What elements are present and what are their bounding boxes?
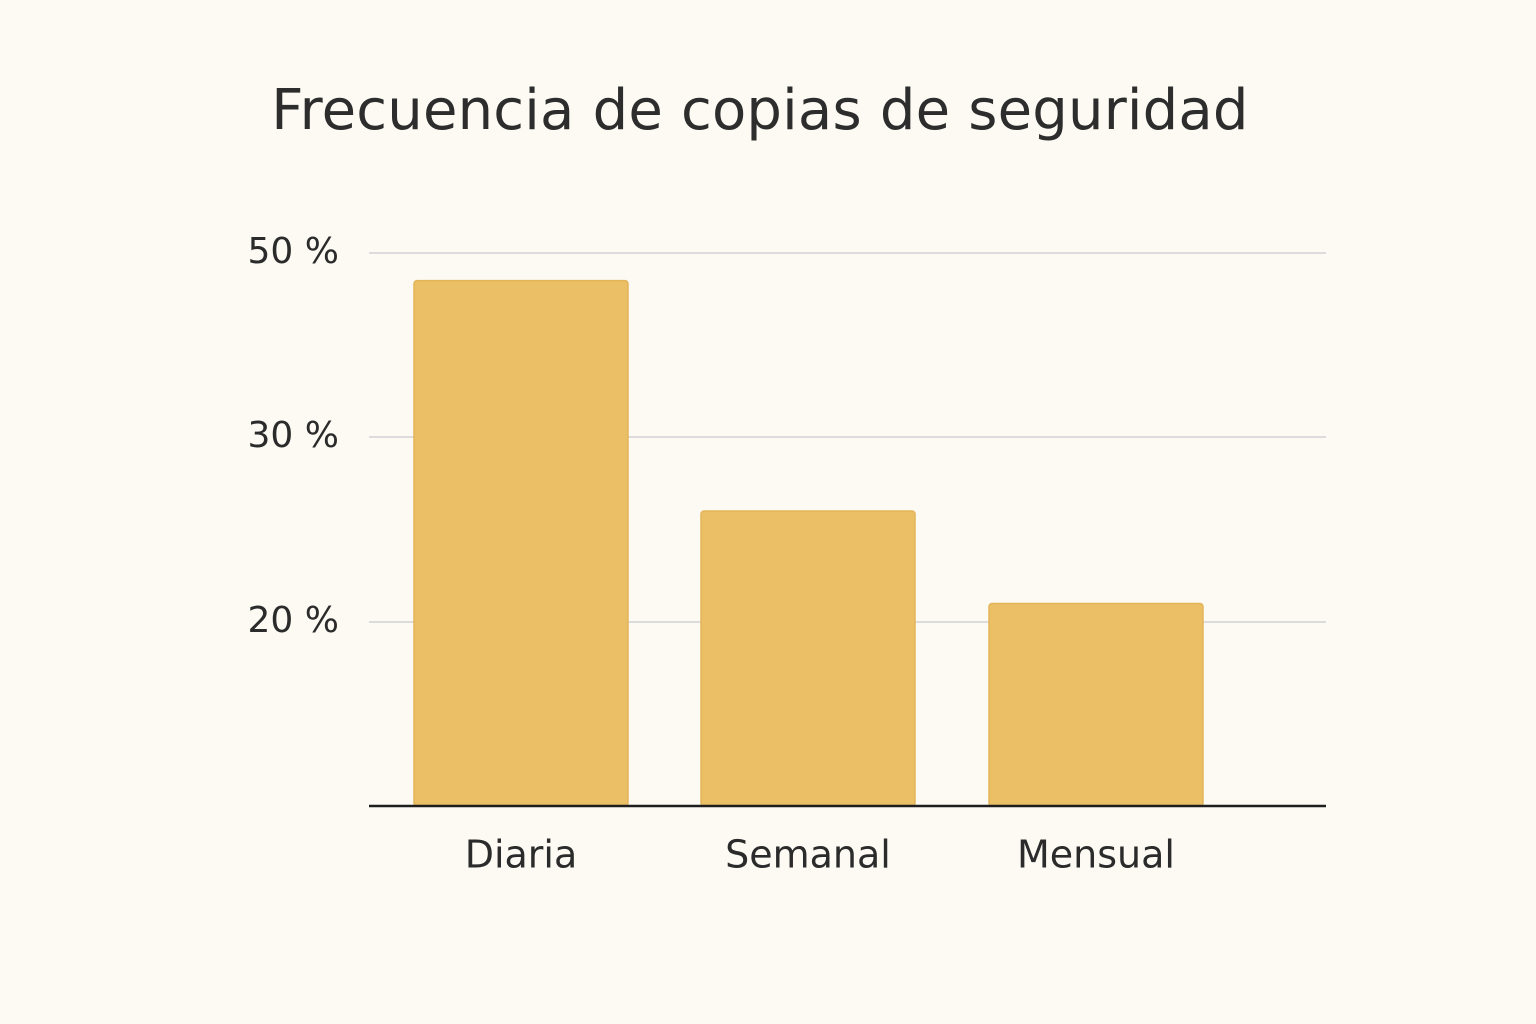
bar-semanal [700, 510, 916, 807]
y-tick-label-50: 50 % [248, 231, 339, 272]
labels: 20 % 30 % 50 % Diaria Semanal Mensual [248, 231, 1175, 877]
x-tick-label-semanal: Semanal [725, 833, 891, 877]
y-tick-label-20: 20 % [248, 600, 339, 641]
bar-mensual [988, 602, 1204, 807]
bars [413, 279, 1204, 807]
x-tick-label-diaria: Diaria [465, 833, 578, 877]
x-tick-label-mensual: Mensual [1017, 833, 1175, 877]
chart-title: Frecuencia de copias de seguridad [271, 78, 1249, 143]
y-tick-label-30: 30 % [248, 415, 339, 456]
bar-diaria [413, 279, 629, 807]
